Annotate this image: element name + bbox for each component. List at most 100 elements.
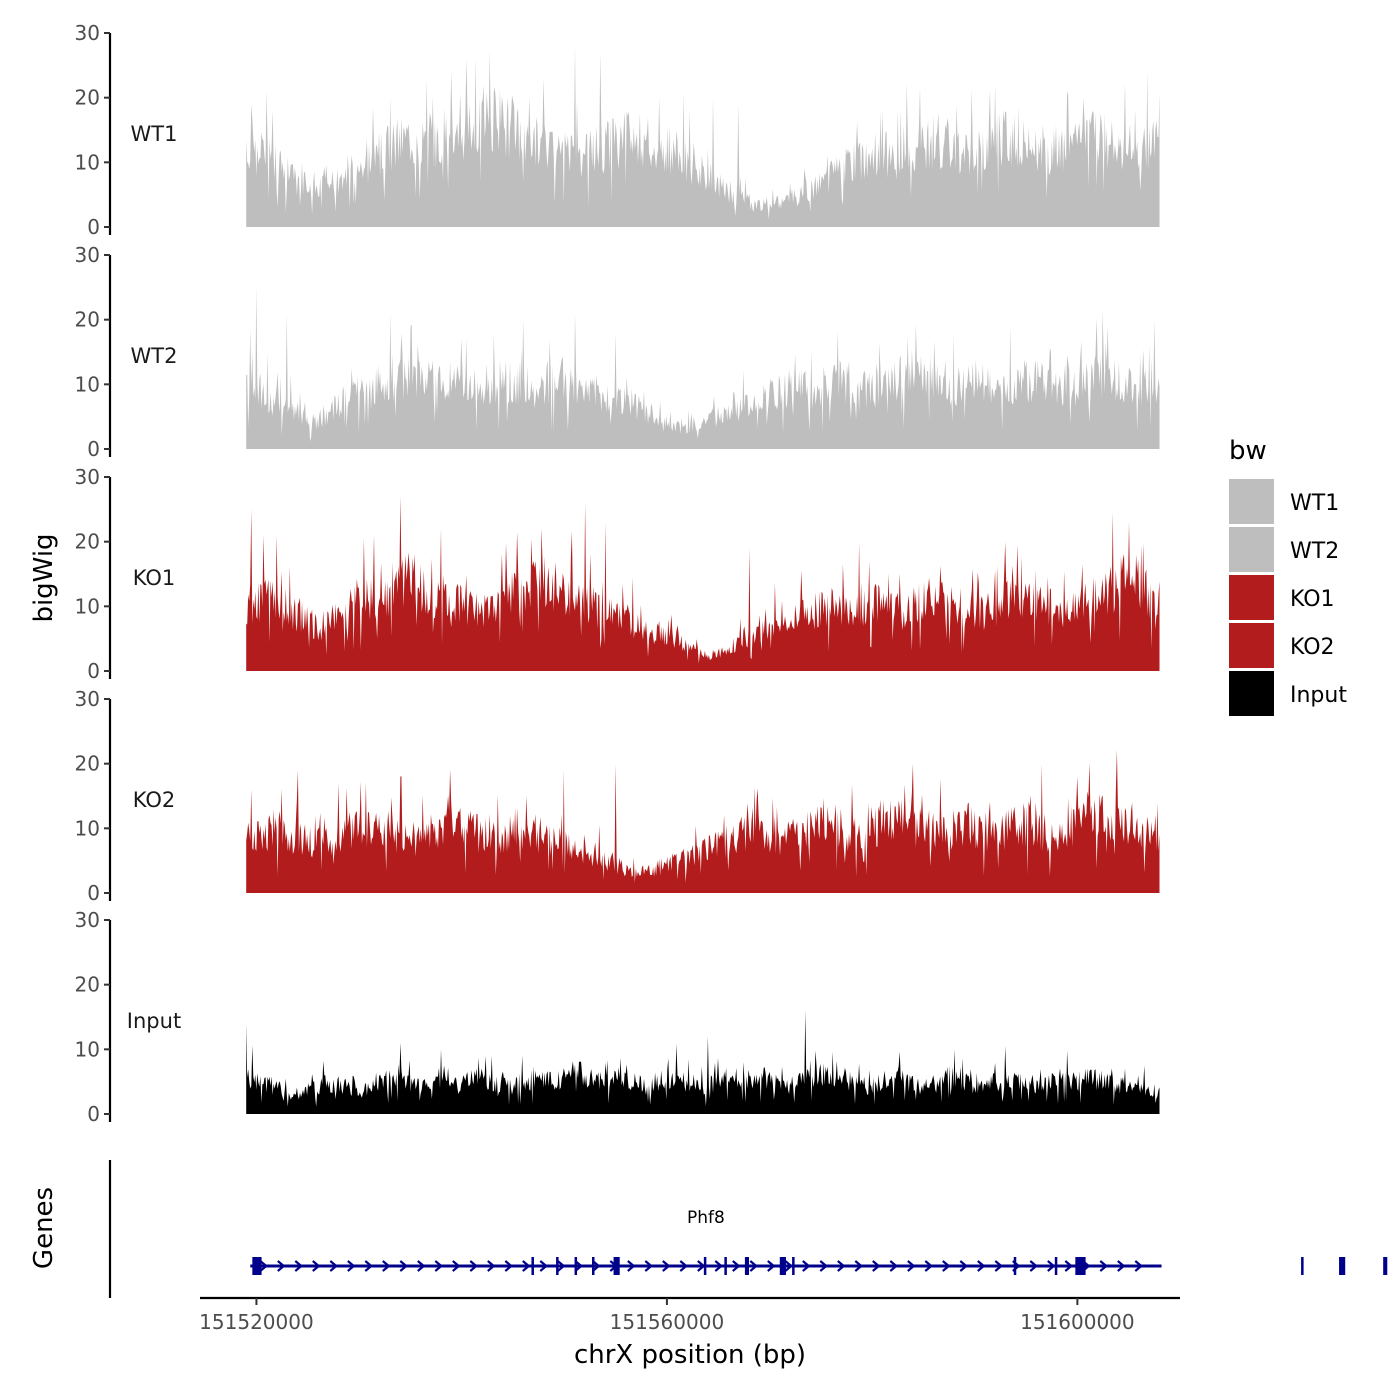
gene-direction-chevron	[679, 1260, 689, 1272]
gene-direction-chevron	[802, 1260, 811, 1272]
gene-exon	[556, 1257, 559, 1275]
legend-key-ko2	[1229, 623, 1274, 668]
gene-direction-chevron	[959, 1260, 969, 1272]
genes-axis-title: Genes	[29, 1187, 59, 1269]
gene-direction-chevron	[977, 1260, 986, 1272]
gene-direction-chevron	[1117, 1260, 1126, 1272]
gene-direction-chevron	[592, 1260, 601, 1272]
gene-exon	[1339, 1257, 1346, 1275]
gene-direction-chevron	[924, 1260, 934, 1272]
y-tick-label: 10	[75, 1037, 100, 1061]
gene-direction-chevron	[1047, 1260, 1056, 1272]
legend-label-wt2: WT2	[1290, 539, 1339, 564]
gene-direction-chevron	[767, 1260, 776, 1272]
gene-direction-chevron	[784, 1260, 794, 1272]
y-tick-label: 10	[75, 372, 100, 396]
legend-label-wt1: WT1	[1290, 491, 1339, 516]
x-axis: 151520000 151560000 151600000	[199, 1296, 1180, 1334]
signal-area-ko1	[246, 496, 1160, 671]
gene-direction-chevron	[259, 1260, 269, 1272]
track-wt2: 0 10 20 30 WT2	[75, 243, 1160, 461]
gene-direction-chevron	[854, 1260, 864, 1272]
gene-direction-chevron	[504, 1260, 514, 1272]
y-tick-label: 20	[75, 308, 100, 332]
gene-exon	[703, 1257, 707, 1275]
gene-direction-chevron	[907, 1260, 916, 1272]
y-tick-label: 0	[87, 1102, 100, 1126]
track-input: 0 10 20 30 Input	[75, 908, 1160, 1126]
gene-direction-chevron	[942, 1260, 951, 1272]
y-tick-label: 30	[75, 465, 100, 489]
y-tick-label: 10	[75, 594, 100, 618]
signal-tracks: 0 10 20 30 WT1 0 10 20 30 WT2 0 10 20 30 KO1 0 10 20 30 KO2…	[75, 21, 1160, 1126]
track-label-wt1: WT1	[131, 122, 178, 146]
gene-exon	[613, 1257, 620, 1275]
x-tick-label: 151560000	[610, 1310, 725, 1334]
gene-exon	[252, 1257, 262, 1275]
track-wt1: 0 10 20 30 WT1	[75, 21, 1160, 239]
y-tick-label: 10	[75, 150, 100, 174]
gene-direction-chevron	[452, 1260, 461, 1272]
legend: bw WT1 WT2 KO1 KO2 Input	[1229, 436, 1347, 716]
gene-direction-chevron	[364, 1260, 374, 1272]
gene-exon	[1075, 1257, 1086, 1275]
y-tick-label: 30	[75, 908, 100, 932]
gene-direction-chevron	[872, 1260, 881, 1272]
gene-direction-chevron	[714, 1260, 724, 1272]
gene-track: Phf8	[108, 1160, 1388, 1298]
gene-direction-chevron	[312, 1260, 321, 1272]
track-label-wt2: WT2	[131, 344, 178, 368]
gene-direction-chevron	[644, 1260, 654, 1272]
gene-direction-chevron	[627, 1260, 636, 1272]
y-tick-label: 10	[75, 816, 100, 840]
gene-exon	[1054, 1257, 1058, 1275]
signal-area-wt2	[246, 287, 1160, 449]
gene-direction-chevron	[487, 1260, 496, 1272]
gene-exon	[574, 1257, 578, 1275]
legend-key-input	[1229, 671, 1274, 716]
legend-key-wt1	[1229, 479, 1274, 524]
gene-direction-chevron	[539, 1260, 549, 1272]
gene-exon	[1301, 1257, 1304, 1275]
x-tick-label: 151600000	[1020, 1310, 1135, 1334]
y-tick-label: 0	[87, 881, 100, 905]
y-tick-label: 20	[75, 530, 100, 554]
gene-direction-chevron	[819, 1260, 829, 1272]
legend-title: bw	[1229, 436, 1267, 466]
gene-direction-chevron	[574, 1260, 584, 1272]
gene-direction-chevron	[329, 1260, 339, 1272]
y-tick-label: 30	[75, 243, 100, 267]
y-tick-label: 20	[75, 752, 100, 776]
track-label-ko1: KO1	[133, 566, 176, 590]
gene-direction-chevron	[469, 1260, 479, 1272]
gene-direction-chevron	[382, 1260, 391, 1272]
y-tick-label: 0	[87, 437, 100, 461]
y-tick-label: 0	[87, 659, 100, 683]
gene-exon	[792, 1257, 795, 1275]
gene-exon	[1013, 1257, 1017, 1275]
y-axis-title: bigWig	[29, 533, 59, 622]
gene-exon	[531, 1257, 534, 1275]
track-ko2: 0 10 20 30 KO2	[75, 687, 1160, 905]
gene-exon	[744, 1257, 750, 1275]
signal-area-input	[246, 1010, 1160, 1114]
y-tick-label: 0	[87, 215, 100, 239]
gene-direction-chevron	[889, 1260, 899, 1272]
y-tick-label: 30	[75, 21, 100, 45]
legend-label-ko2: KO2	[1290, 635, 1335, 660]
gene-direction-chevron	[994, 1260, 1003, 1272]
gene-direction-chevron	[662, 1260, 671, 1272]
gene-direction-chevron	[294, 1260, 304, 1272]
gene-direction-chevron	[434, 1260, 444, 1272]
y-tick-label: 20	[75, 973, 100, 997]
legend-key-wt2	[1229, 527, 1274, 572]
legend-label-ko1: KO1	[1290, 587, 1335, 612]
track-ko1: 0 10 20 30 KO1	[75, 465, 1160, 683]
gene-direction-chevron	[749, 1260, 759, 1272]
gene-exon	[779, 1257, 786, 1275]
gene-direction-chevron	[697, 1260, 706, 1272]
gene-direction-chevron	[732, 1260, 741, 1272]
gene-direction-chevron	[522, 1260, 531, 1272]
gene-direction-chevron	[837, 1260, 846, 1272]
gene-direction-chevron	[399, 1260, 409, 1272]
